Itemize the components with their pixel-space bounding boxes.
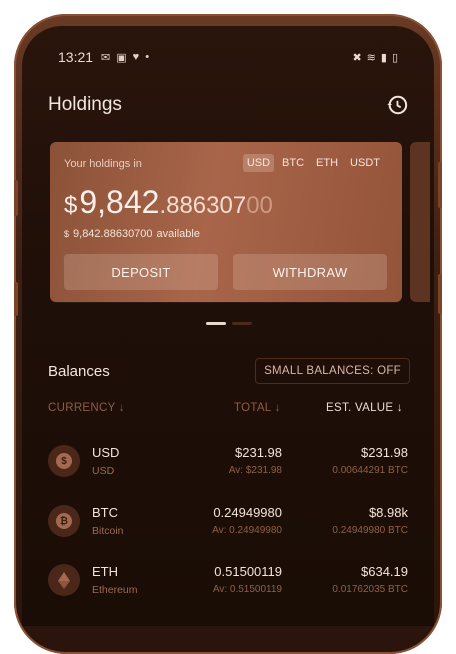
coin-available: Av: $231.98 bbox=[228, 465, 282, 476]
small-balances-toggle[interactable]: SMALL BALANCES: OFF bbox=[255, 358, 410, 384]
coin-name: Ethereum bbox=[92, 584, 138, 596]
volume-button bbox=[14, 180, 18, 216]
coin-symbol: BTC bbox=[92, 505, 118, 520]
side-key bbox=[438, 274, 442, 314]
currency-tabs: USD BTC ETH USDT bbox=[242, 154, 384, 172]
balance-row[interactable]: ETH Ethereum 0.51500119 Av: 0.51500119 $… bbox=[48, 557, 408, 607]
column-total[interactable]: TOTAL ↓ bbox=[234, 402, 281, 414]
signal-icon: ▮ bbox=[380, 51, 387, 64]
app-screen: 13:21 ✉ ▣ ♥ • ✖ ≋ ▮ ▯ Holdings Your hold… bbox=[22, 26, 434, 626]
pager-dot-active[interactable] bbox=[206, 322, 226, 325]
deposit-button[interactable]: DEPOSIT bbox=[64, 254, 218, 290]
wifi-icon: ≋ bbox=[366, 51, 376, 64]
coin-total: 0.51500119 bbox=[214, 564, 282, 579]
pager-dots bbox=[206, 322, 252, 325]
image-icon: ▣ bbox=[116, 51, 127, 64]
coin-est-value: $634.19 bbox=[361, 564, 408, 579]
coin-est-value: $8.98k bbox=[368, 505, 408, 520]
coin-name: Bitcoin bbox=[92, 525, 124, 537]
holdings-amount: $ 9,842 .886307 00 bbox=[64, 184, 273, 221]
currency-tab-usdt[interactable]: USDT bbox=[350, 157, 380, 169]
amount-main: 9,842 bbox=[79, 184, 160, 220]
coin-symbol: ETH bbox=[92, 564, 118, 579]
coin-est-value: $231.98 bbox=[361, 445, 408, 460]
mail-icon: ✉ bbox=[101, 51, 111, 64]
battery-icon: ▯ bbox=[391, 51, 398, 64]
next-card-peek[interactable] bbox=[410, 142, 430, 302]
coin-symbol: USD bbox=[92, 445, 120, 460]
available-label: available bbox=[156, 228, 200, 240]
status-time: 13:21 bbox=[58, 49, 94, 65]
withdraw-button[interactable]: WITHDRAW bbox=[233, 254, 387, 290]
currency-tab-usd[interactable]: USD bbox=[242, 154, 275, 172]
holdings-card: Your holdings in USD BTC ETH USDT $ 9,84… bbox=[50, 142, 402, 302]
status-bar: 13:21 ✉ ▣ ♥ • ✖ ≋ ▮ ▯ bbox=[58, 48, 398, 66]
holdings-label: Your holdings in bbox=[64, 158, 142, 170]
column-currency[interactable]: CURRENCY ↓ bbox=[48, 402, 125, 414]
bitcoin-icon: ₿ bbox=[48, 505, 80, 537]
available-value: 9,842.88630700 bbox=[73, 228, 153, 240]
coin-est-btc: 0.00644291 BTC bbox=[332, 465, 408, 476]
amount-fraction: .886307 bbox=[159, 192, 247, 219]
currency-tab-eth[interactable]: ETH bbox=[316, 157, 339, 169]
mute-icon: ✖ bbox=[352, 51, 362, 64]
ethereum-icon bbox=[48, 564, 80, 596]
balance-row[interactable]: $ USD USD $231.98 Av: $231.98 $231.98 0.… bbox=[48, 438, 408, 488]
dot-icon: • bbox=[145, 51, 150, 63]
history-icon[interactable] bbox=[386, 94, 408, 116]
available-symbol: $ bbox=[64, 229, 70, 239]
heart-icon: ♥ bbox=[132, 51, 140, 63]
dollar-icon: $ bbox=[48, 445, 80, 477]
volume-button-2 bbox=[14, 282, 18, 316]
coin-est-btc: 0.01762035 BTC bbox=[332, 584, 408, 595]
coin-available: Av: 0.51500119 bbox=[212, 584, 282, 595]
coin-available: Av: 0.24949980 bbox=[212, 525, 282, 536]
coin-est-btc: 0.24949980 BTC bbox=[332, 525, 408, 536]
coin-total: $231.98 bbox=[235, 445, 282, 460]
column-est-value[interactable]: EST. VALUE ↓ bbox=[326, 402, 403, 414]
amount-fraction-faint: 00 bbox=[246, 192, 273, 219]
power-button bbox=[438, 162, 442, 208]
pager-dot[interactable] bbox=[232, 322, 252, 325]
coin-name: USD bbox=[92, 465, 115, 477]
balances-header: Balances SMALL BALANCES: OFF bbox=[48, 356, 410, 386]
balances-title: Balances bbox=[48, 362, 110, 380]
amount-symbol: $ bbox=[64, 192, 78, 219]
balances-columns: CURRENCY ↓ TOTAL ↓ EST. VALUE ↓ bbox=[48, 402, 408, 418]
currency-tab-btc[interactable]: BTC bbox=[282, 157, 305, 169]
page-title: Holdings bbox=[48, 94, 122, 115]
app-bar: Holdings bbox=[48, 90, 408, 120]
balance-row[interactable]: ₿ BTC Bitcoin 0.24949980 Av: 0.24949980 … bbox=[48, 498, 408, 548]
coin-total: 0.24949980 bbox=[213, 505, 282, 520]
available-amount: $9,842.88630700 available bbox=[64, 228, 200, 240]
